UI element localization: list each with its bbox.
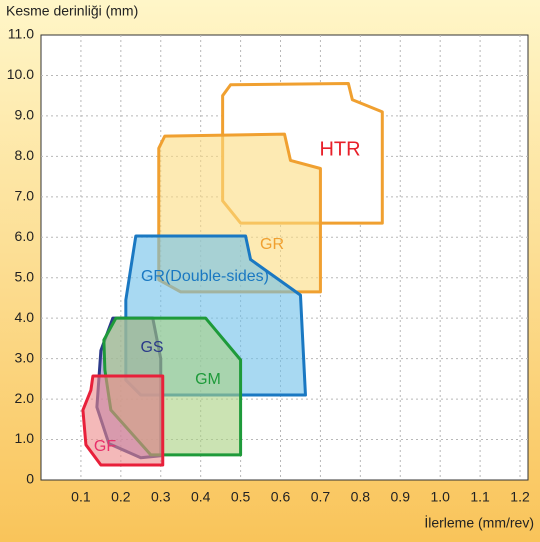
y-tick-label: 5.0 (15, 268, 35, 284)
x-tick-label: 0.2 (111, 489, 131, 505)
region-label: GM (195, 371, 221, 388)
x-tick-label: 0.6 (271, 489, 291, 505)
region (81, 374, 165, 467)
x-tick-label: 1.0 (430, 489, 450, 505)
y-tick-label: 8.0 (15, 147, 35, 163)
y-tick-label: 9.0 (15, 107, 35, 123)
y-tick-label: 1.0 (15, 430, 35, 446)
region-label: HTR (319, 138, 360, 160)
y-axis-title: Kesme derinliği (mm) (6, 3, 138, 19)
x-tick-label: 0.9 (391, 489, 411, 505)
x-tick-label: 1.1 (470, 489, 490, 505)
x-tick-label: 0.4 (191, 489, 211, 505)
y-tick-label: 4.0 (15, 309, 35, 325)
region-label: GR(Double-sides) (141, 268, 269, 285)
x-tick-label: 0.1 (71, 489, 91, 505)
region-label: GS (140, 339, 163, 356)
y-tick-label: 6.0 (15, 228, 35, 244)
y-tick-label: 11.0 (8, 26, 34, 42)
x-tick-label: 0.5 (231, 489, 251, 505)
x-tick-label: 1.2 (510, 489, 530, 505)
y-tick-label: 10.0 (7, 66, 34, 82)
y-tick-label: 3.0 (15, 349, 35, 365)
x-tick-label: 0.3 (151, 489, 171, 505)
region-label: GF (94, 438, 116, 455)
y-tick-label: 2.0 (15, 390, 35, 406)
x-axis-title: İlerleme (mm/rev) (424, 514, 534, 531)
y-tick-label: 0 (26, 471, 34, 487)
region-label: GR (260, 236, 284, 253)
x-tick-label: 0.8 (351, 489, 371, 505)
x-tick-label: 0.7 (311, 489, 331, 505)
y-tick-label: 7.0 (15, 188, 35, 204)
